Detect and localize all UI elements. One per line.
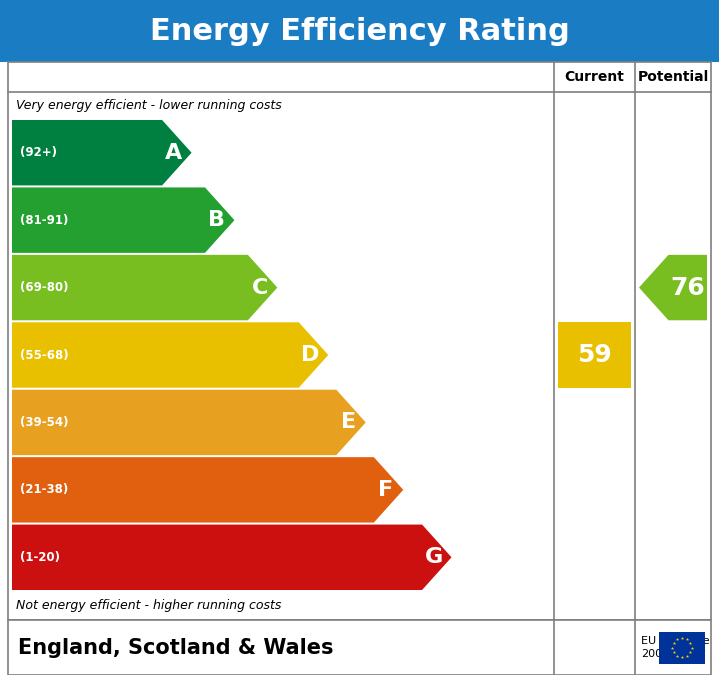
Text: Not energy efficient - higher running costs: Not energy efficient - higher running co… bbox=[16, 599, 281, 612]
Polygon shape bbox=[12, 120, 191, 186]
Text: EU Directive
2002/91/EC: EU Directive 2002/91/EC bbox=[641, 636, 710, 659]
Polygon shape bbox=[12, 255, 278, 320]
Polygon shape bbox=[12, 457, 403, 522]
Bar bbox=[8, 620, 711, 675]
Text: (69-80): (69-80) bbox=[20, 281, 68, 294]
Text: (39-54): (39-54) bbox=[20, 416, 68, 429]
Text: England, Scotland & Wales: England, Scotland & Wales bbox=[18, 637, 334, 657]
Text: Very energy efficient - lower running costs: Very energy efficient - lower running co… bbox=[16, 99, 282, 113]
Bar bbox=[558, 322, 631, 387]
Text: (55-68): (55-68) bbox=[20, 348, 68, 362]
Text: Energy Efficiency Rating: Energy Efficiency Rating bbox=[150, 16, 569, 45]
Text: B: B bbox=[209, 210, 225, 230]
Text: (81-91): (81-91) bbox=[20, 214, 68, 227]
Polygon shape bbox=[12, 524, 452, 590]
Text: F: F bbox=[378, 480, 393, 500]
Text: 76: 76 bbox=[670, 275, 705, 300]
Text: D: D bbox=[301, 345, 320, 365]
Text: 59: 59 bbox=[577, 343, 612, 367]
Polygon shape bbox=[12, 188, 234, 253]
Polygon shape bbox=[12, 389, 366, 455]
Text: (21-38): (21-38) bbox=[20, 483, 68, 496]
Text: C: C bbox=[252, 277, 268, 298]
Text: (92+): (92+) bbox=[20, 146, 57, 159]
Polygon shape bbox=[12, 322, 329, 387]
Text: G: G bbox=[425, 547, 443, 567]
Text: A: A bbox=[165, 142, 183, 163]
Text: E: E bbox=[341, 412, 356, 433]
Text: (1-20): (1-20) bbox=[20, 551, 60, 564]
Polygon shape bbox=[639, 255, 707, 320]
Text: Potential: Potential bbox=[637, 70, 709, 84]
Bar bbox=[659, 632, 705, 664]
Bar bbox=[8, 62, 711, 620]
Text: Current: Current bbox=[564, 70, 624, 84]
Bar bbox=[0, 0, 719, 62]
